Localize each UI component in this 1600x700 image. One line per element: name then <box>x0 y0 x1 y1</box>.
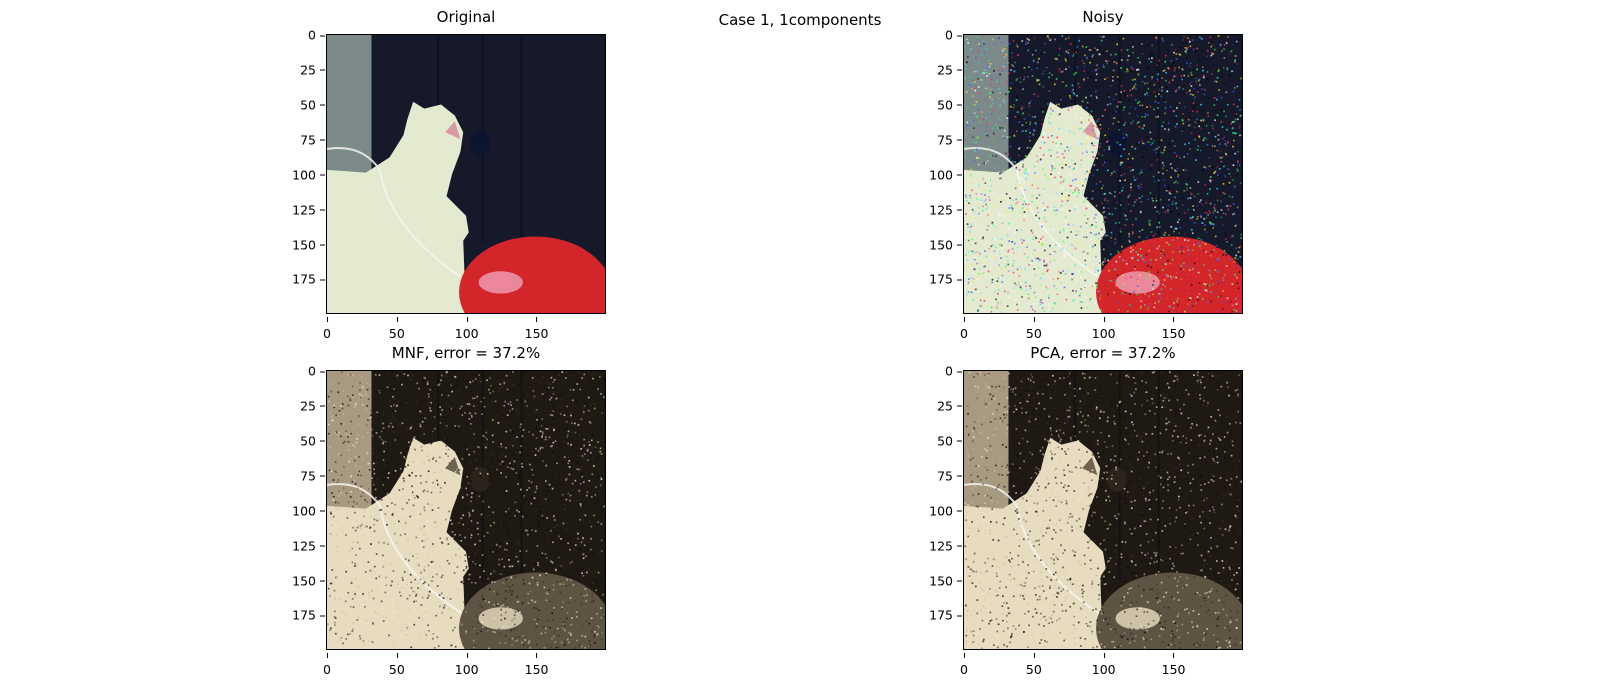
image-content <box>964 35 1242 313</box>
y-tick-label: 125 <box>929 202 962 218</box>
panel-title: Original <box>436 8 496 26</box>
cat-shape <box>964 101 1106 313</box>
image-area <box>326 34 606 314</box>
x-tick-label: 0 <box>960 317 968 341</box>
y-tick-label: 175 <box>292 607 325 623</box>
balloon-shape <box>1096 572 1242 649</box>
x-tick-label: 150 <box>524 653 549 677</box>
figure-suptitle: Case 1, 1components <box>718 11 882 29</box>
panel-title: Noisy <box>1082 8 1124 26</box>
x-tick-label: 50 <box>388 317 405 341</box>
panel-title: MNF, error = 37.2% <box>391 344 541 362</box>
wall-region <box>964 371 1009 517</box>
y-tick-label: 175 <box>929 607 962 623</box>
y-tick-label: 175 <box>292 271 325 287</box>
cat-shape <box>327 101 469 313</box>
x-tick-label: 150 <box>1161 653 1186 677</box>
y-tick-label: 50 <box>937 433 962 449</box>
y-tick-label: 75 <box>937 468 962 484</box>
y-tick-label: 150 <box>929 237 962 253</box>
x-tick-label: 150 <box>524 317 549 341</box>
y-tick-label: 100 <box>292 167 325 183</box>
x-tick-label: 0 <box>323 653 331 677</box>
balloon-shape <box>1096 236 1242 313</box>
x-tick-label: 100 <box>454 317 479 341</box>
y-tick-label: 100 <box>929 167 962 183</box>
image-area <box>963 34 1243 314</box>
y-tick-label: 0 <box>945 363 962 379</box>
y-tick-label: 50 <box>300 97 325 113</box>
y-tick-label: 25 <box>300 398 325 414</box>
x-tick-label: 0 <box>323 317 331 341</box>
x-tick-label: 50 <box>1025 317 1042 341</box>
y-tick-label: 0 <box>308 27 325 43</box>
x-tick-label: 100 <box>454 653 479 677</box>
balloon-shape <box>459 236 605 313</box>
x-tick-label: 0 <box>960 653 968 677</box>
y-tick-label: 175 <box>929 271 962 287</box>
y-tick-label: 100 <box>929 503 962 519</box>
x-tick-label: 50 <box>388 653 405 677</box>
original-image-panel: Original 0 25 50 75 100 125 150 175 0 50 100 150 <box>292 8 606 341</box>
wall-region <box>327 35 372 181</box>
pca-image-panel: PCA, error = 37.2% 0 25 50 75 100 125 150 175 0 5… <box>929 344 1243 677</box>
x-tick-label: 100 <box>1091 317 1116 341</box>
panel-title: PCA, error = 37.2% <box>1030 344 1176 362</box>
y-tick-label: 25 <box>300 62 325 78</box>
y-tick-label: 125 <box>929 538 962 554</box>
y-tick-label: 150 <box>292 573 325 589</box>
balloon-shape <box>459 572 605 649</box>
y-tick-label: 75 <box>300 132 325 148</box>
mnf-image-panel: MNF, error = 37.2% 0 25 50 75 100 125 150 175 0 5… <box>292 344 606 677</box>
cat-shape <box>327 437 469 649</box>
image-content <box>327 35 605 313</box>
y-tick-label: 150 <box>929 573 962 589</box>
y-tick-label: 125 <box>292 202 325 218</box>
y-tick-label: 25 <box>937 398 962 414</box>
y-tick-label: 0 <box>308 363 325 379</box>
x-tick-label: 100 <box>1091 653 1116 677</box>
noisy-image-panel: Noisy 0 25 50 75 100 125 150 175 0 50 100 150 <box>929 8 1243 341</box>
y-tick-label: 100 <box>292 503 325 519</box>
wall-region <box>327 371 372 517</box>
image-content <box>327 371 605 649</box>
y-tick-label: 150 <box>292 237 325 253</box>
noise-layer <box>964 371 1242 649</box>
y-tick-label: 75 <box>300 468 325 484</box>
noise-layer <box>327 371 605 649</box>
y-tick-label: 50 <box>937 97 962 113</box>
y-tick-label: 0 <box>945 27 962 43</box>
image-content <box>964 371 1242 649</box>
y-tick-label: 50 <box>300 433 325 449</box>
y-tick-label: 25 <box>937 62 962 78</box>
image-area <box>326 370 606 650</box>
image-area <box>963 370 1243 650</box>
x-tick-label: 50 <box>1025 653 1042 677</box>
cat-shape <box>964 437 1106 649</box>
wall-region <box>964 35 1009 181</box>
y-tick-label: 125 <box>292 538 325 554</box>
noise-layer <box>964 35 1242 313</box>
y-tick-label: 75 <box>937 132 962 148</box>
x-tick-label: 150 <box>1161 317 1186 341</box>
